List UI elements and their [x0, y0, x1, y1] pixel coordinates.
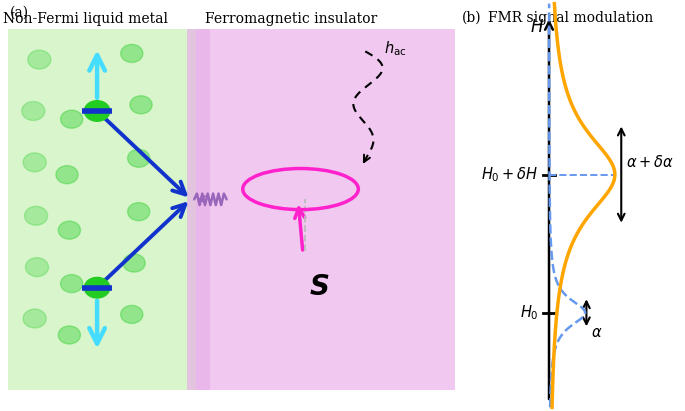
Text: $\alpha$: $\alpha$	[590, 326, 602, 340]
Ellipse shape	[58, 221, 80, 239]
Ellipse shape	[60, 275, 83, 293]
Ellipse shape	[22, 102, 45, 120]
Text: Ferromagnetic insulator: Ferromagnetic insulator	[206, 12, 377, 25]
Bar	[187, 29, 210, 390]
Ellipse shape	[25, 258, 49, 277]
Text: $H_0 + \delta H$: $H_0 + \delta H$	[481, 165, 538, 184]
Text: $h_{\mathrm{ac}}$: $h_{\mathrm{ac}}$	[384, 39, 406, 58]
Ellipse shape	[84, 101, 110, 121]
Ellipse shape	[23, 153, 47, 172]
Ellipse shape	[123, 254, 145, 272]
Ellipse shape	[121, 44, 143, 62]
Bar	[8, 29, 196, 390]
Ellipse shape	[56, 166, 78, 184]
Text: $H_0$: $H_0$	[520, 303, 538, 322]
Ellipse shape	[121, 305, 143, 323]
Text: $\boldsymbol{S}$: $\boldsymbol{S}$	[309, 274, 329, 301]
Bar	[196, 29, 455, 390]
Text: Non-Fermi liquid metal: Non-Fermi liquid metal	[3, 12, 168, 25]
Ellipse shape	[60, 110, 83, 128]
Text: (b): (b)	[462, 11, 482, 25]
Ellipse shape	[58, 326, 80, 344]
Text: (a): (a)	[10, 6, 29, 20]
Ellipse shape	[127, 203, 150, 221]
Ellipse shape	[23, 309, 47, 328]
Ellipse shape	[130, 96, 152, 114]
Ellipse shape	[127, 149, 150, 167]
Text: FMR signal modulation: FMR signal modulation	[488, 11, 653, 25]
Text: $H$: $H$	[530, 19, 544, 36]
Ellipse shape	[25, 206, 48, 225]
Ellipse shape	[28, 50, 51, 69]
Ellipse shape	[84, 277, 110, 298]
Text: $\alpha + \delta\alpha$: $\alpha + \delta\alpha$	[625, 154, 673, 170]
